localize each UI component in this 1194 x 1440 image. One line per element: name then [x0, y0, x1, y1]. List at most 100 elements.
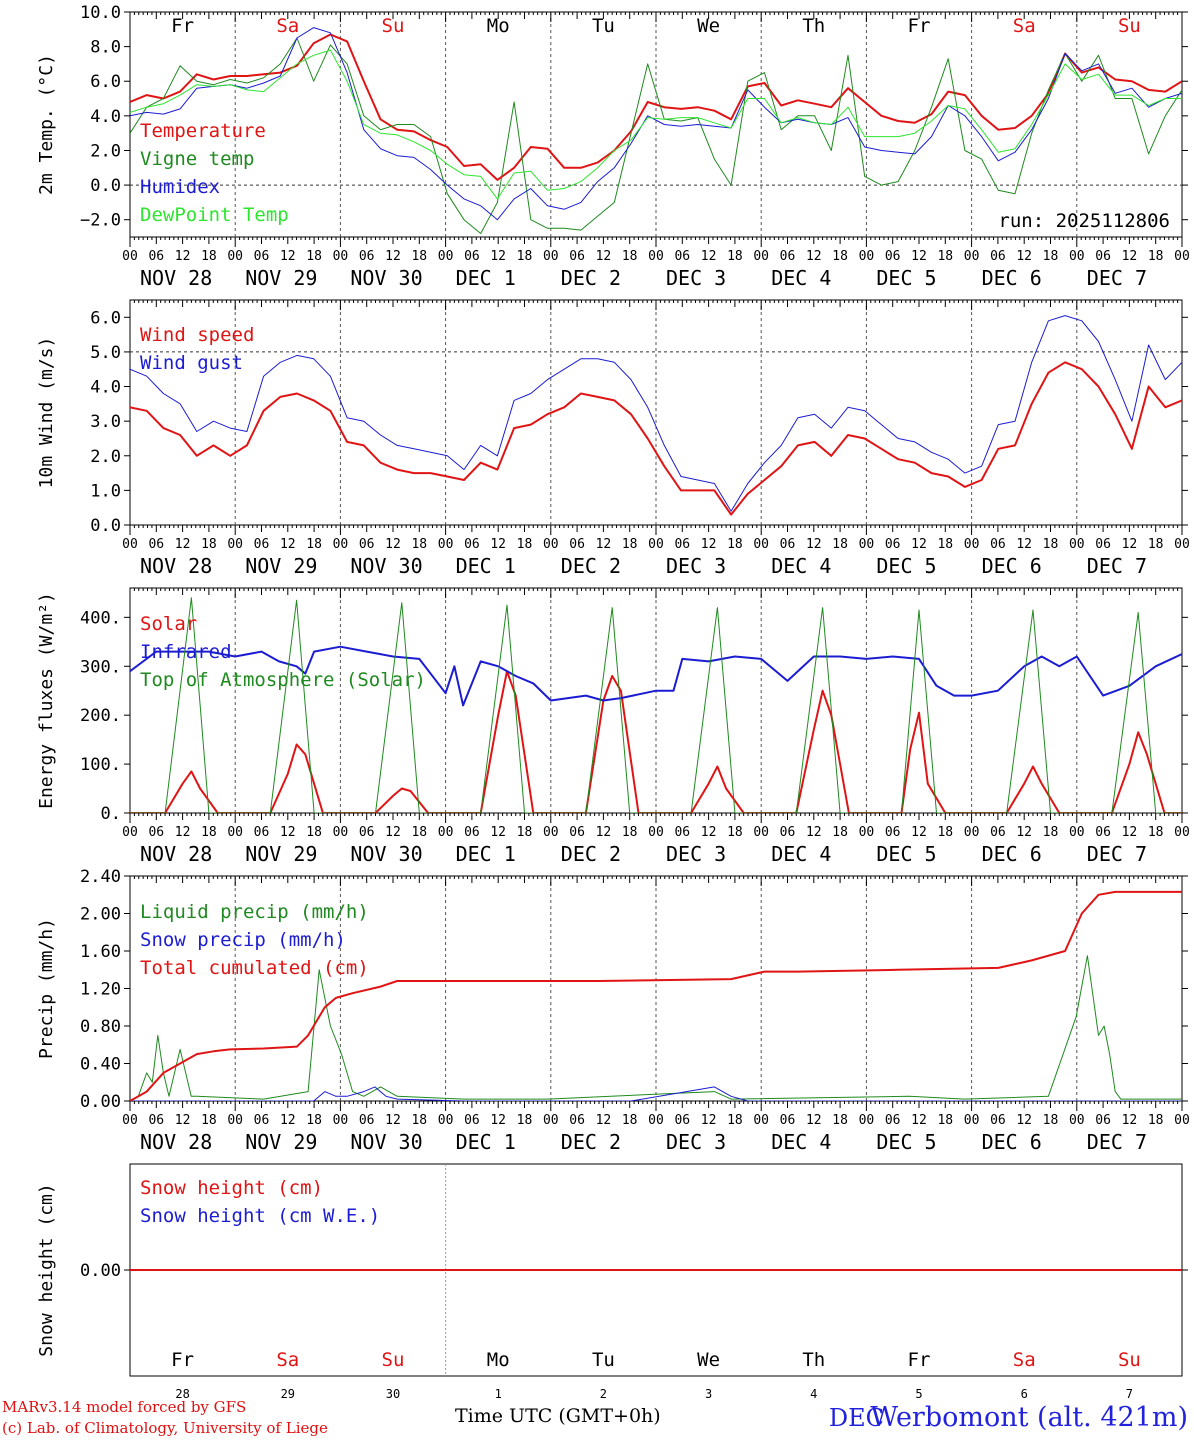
y-tick-label: 10.0	[80, 3, 121, 23]
hour-tick-label: 06	[780, 537, 796, 552]
hour-tick-label: 12	[1016, 249, 1032, 264]
date-label: DEC 3	[666, 1130, 726, 1154]
hour-tick-label: 06	[569, 825, 585, 840]
hour-tick-label: 06	[148, 1113, 164, 1128]
date-label: DEC 4	[771, 1130, 831, 1154]
hour-tick-label: 12	[1016, 1113, 1032, 1128]
date-label: DEC 1	[456, 1130, 516, 1154]
model-credit: MARv3.14 model forced by GFS	[2, 1398, 247, 1416]
legend-entry: Humidex	[140, 176, 220, 198]
series-group	[130, 890, 1182, 1101]
hour-tick-label: 06	[885, 537, 901, 552]
plot-frame	[129, 587, 1183, 814]
hour-tick-label: 00	[543, 825, 559, 840]
hour-tick-label: 18	[1043, 537, 1059, 552]
hour-tick-label: 12	[175, 825, 191, 840]
hour-tick-label: 18	[1148, 249, 1164, 264]
hour-tick-label: 06	[990, 825, 1006, 840]
hour-tick-label: 06	[990, 537, 1006, 552]
hour-tick-label: 00	[753, 537, 769, 552]
day-abbr-label: Th	[802, 1349, 825, 1371]
date-label: DEC 6	[982, 554, 1042, 578]
hour-tick-label: 00	[543, 1113, 559, 1128]
date-label: DEC 5	[876, 1130, 936, 1154]
hour-tick-label: 00	[859, 825, 875, 840]
hour-tick-label: 00	[543, 537, 559, 552]
hour-tick-label: 00	[859, 537, 875, 552]
hour-tick-label: 12	[280, 825, 296, 840]
hour-tick-label: 00	[227, 537, 243, 552]
hour-tick-label: 12	[280, 537, 296, 552]
hour-tick-label: 18	[517, 1113, 533, 1128]
hour-tick-label: 06	[464, 537, 480, 552]
y-tick-label: 4.0	[90, 378, 121, 398]
hour-tick-label: 12	[911, 249, 927, 264]
hour-tick-label: 18	[622, 249, 638, 264]
day-abbr-label: Mo	[487, 1349, 510, 1371]
hour-tick-label: 12	[385, 249, 401, 264]
series-group	[130, 315, 1182, 516]
hour-tick-label: 06	[885, 1113, 901, 1128]
hour-tick-label: 18	[832, 249, 848, 264]
y-tick-label: 1.60	[80, 942, 121, 962]
day-number-label: 28	[175, 1387, 189, 1401]
hour-tick-label: 06	[254, 825, 270, 840]
date-label: DEC 5	[876, 842, 936, 866]
y-tick-label: 1.20	[80, 980, 121, 1000]
day-abbr-label: Th	[802, 15, 825, 37]
date-label: DEC 6	[982, 266, 1042, 290]
hour-tick-label: 00	[1174, 249, 1190, 264]
hour-tick-label: 12	[701, 249, 717, 264]
hour-tick-label: 00	[859, 1113, 875, 1128]
hour-tick-label: 12	[1016, 825, 1032, 840]
hour-tick-label: 12	[280, 249, 296, 264]
hour-tick-label: 12	[596, 1113, 612, 1128]
hour-tick-label: 00	[122, 537, 138, 552]
panel-energy: 0. 100. 200. 300. 400. Energy fluxes (W/m²) 00…	[36, 587, 1190, 866]
day-abbr-label: Sa	[276, 1349, 299, 1371]
hour-tick-label: 00	[1174, 537, 1190, 552]
date-label: DEC 2	[561, 266, 621, 290]
date-label: NOV 30	[350, 842, 422, 866]
series-solar	[130, 670, 1182, 813]
hour-tick-label: 06	[464, 249, 480, 264]
hour-tick-label: 00	[648, 537, 664, 552]
hour-tick-label: 00	[648, 1113, 664, 1128]
date-label: NOV 30	[350, 554, 422, 578]
date-label: DEC 1	[456, 554, 516, 578]
day-abbr-label: Su	[382, 15, 405, 37]
panel-temp: −2.0 0.0 2.0 4.0 6.0 8.0 10.0 2m Temp. (°C) 00 06…	[36, 3, 1190, 290]
hour-tick-label: 06	[359, 249, 375, 264]
day-number-label: 30	[386, 1387, 400, 1401]
series-temperature	[130, 33, 1182, 181]
hour-tick-label: 06	[780, 825, 796, 840]
hour-tick-label: 06	[674, 537, 690, 552]
panel-precip: 0.00 0.40 0.80 1.20 1.60 2.00 2.40 Precip (mm/h…	[36, 867, 1190, 1154]
day-abbr-label: Fr	[908, 15, 931, 37]
hour-tick-label: 06	[359, 825, 375, 840]
hour-tick-label: 12	[1016, 537, 1032, 552]
hour-tick-label: 00	[1069, 825, 1085, 840]
day-number-label: 7	[1126, 1387, 1133, 1401]
hour-tick-label: 18	[306, 825, 322, 840]
legend-entry: Infrared	[140, 641, 232, 663]
date-label: DEC 4	[771, 554, 831, 578]
hour-tick-label: 06	[569, 1113, 585, 1128]
hour-tick-label: 00	[438, 1113, 454, 1128]
hour-tick-label: 06	[674, 1113, 690, 1128]
hour-tick-label: 18	[411, 825, 427, 840]
date-label: DEC 4	[771, 266, 831, 290]
y-tick-label: 2.0	[90, 141, 121, 161]
day-number-label: 1	[495, 1387, 502, 1401]
hour-tick-label: 18	[1043, 825, 1059, 840]
hour-tick-label: 00	[1174, 825, 1190, 840]
hour-tick-label: 18	[517, 537, 533, 552]
hour-tick-label: 18	[622, 537, 638, 552]
date-label: NOV 28	[140, 554, 212, 578]
hour-tick-label: 00	[1069, 249, 1085, 264]
hour-tick-label: 06	[1095, 249, 1111, 264]
hour-tick-label: 12	[490, 537, 506, 552]
date-label: DEC 3	[666, 266, 726, 290]
y-tick-label: 3.0	[90, 412, 121, 432]
